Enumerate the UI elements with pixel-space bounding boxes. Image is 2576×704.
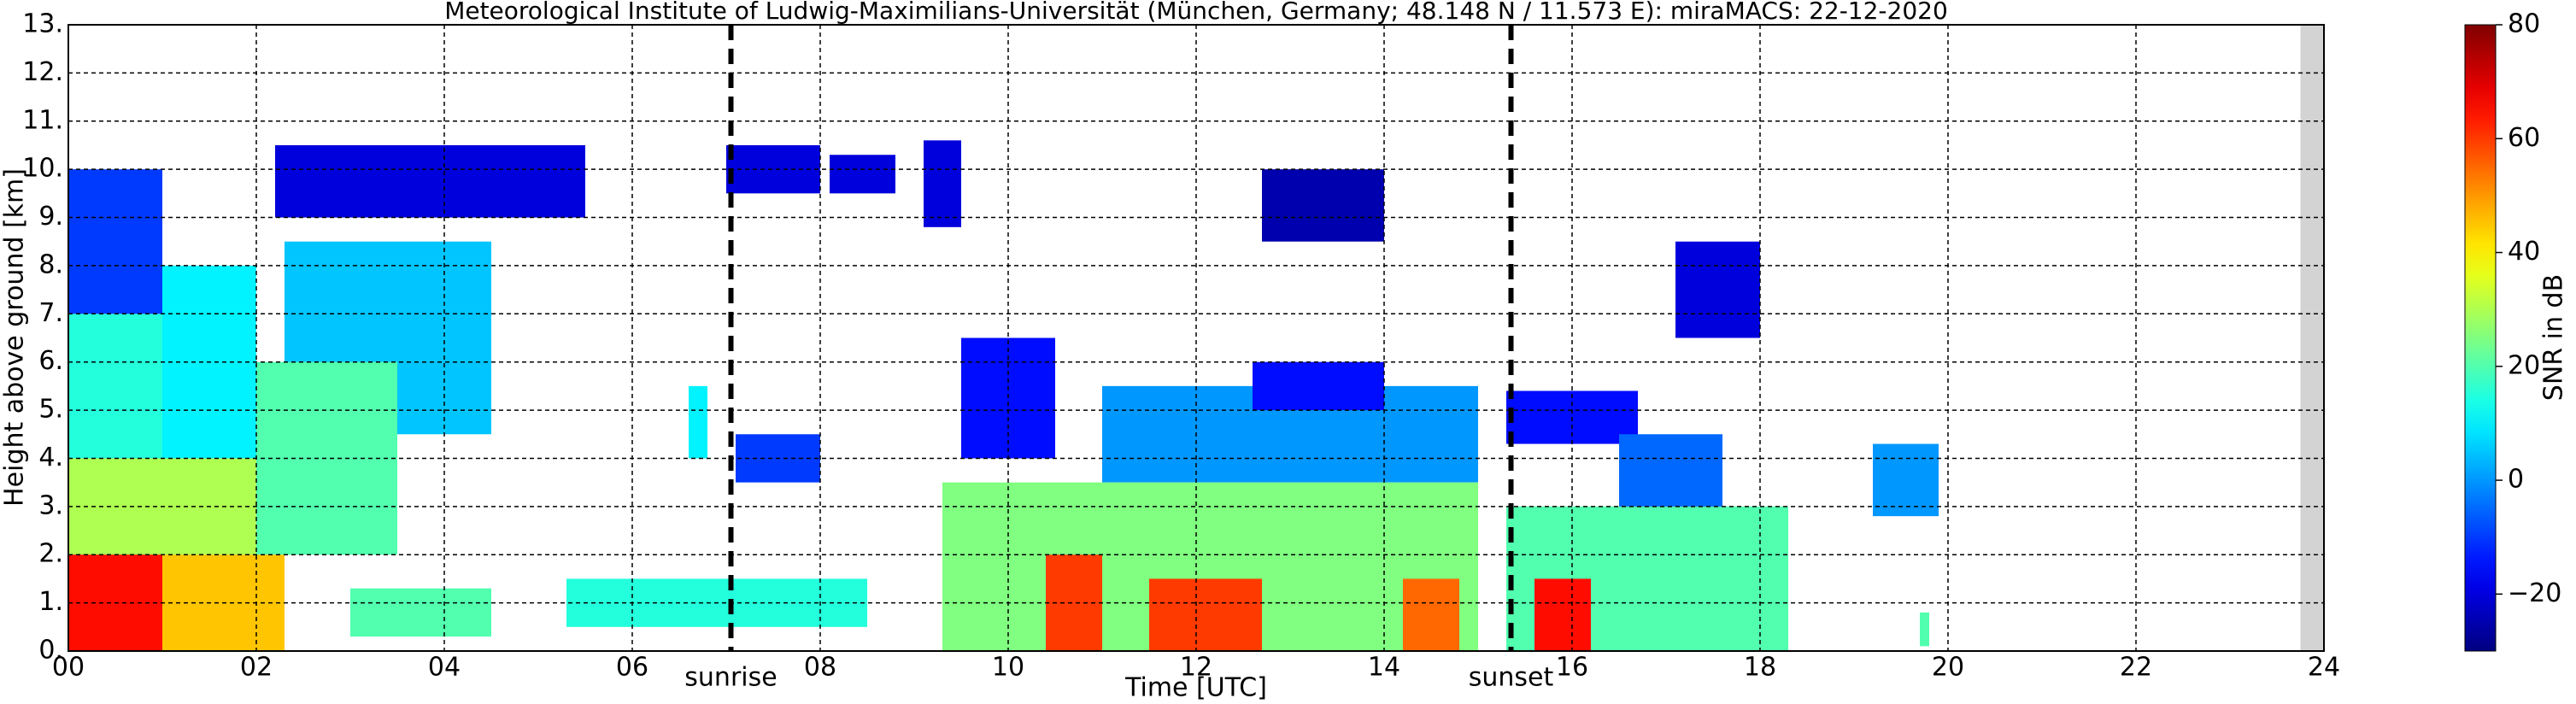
y-tick-label: 13. — [22, 9, 63, 39]
x-tick-label: 06 — [616, 653, 648, 683]
y-tick-label: 7. — [38, 298, 63, 328]
y-tick-label: 4. — [38, 443, 63, 472]
chart-title: Meteorological Institute of Ludwig-Maxim… — [444, 0, 1948, 25]
echo-cell — [1262, 169, 1384, 242]
marker-label: sunset — [1469, 663, 1554, 693]
echo-cell — [1873, 443, 1939, 517]
y-tick-label: 6. — [38, 346, 63, 376]
x-tick-label: 08 — [804, 653, 836, 683]
x-tick-label: 14 — [1368, 653, 1400, 683]
plot-frame — [67, 24, 2325, 652]
echo-cell — [689, 385, 707, 459]
y-tick-label: 5. — [38, 395, 63, 425]
no-data-region — [2300, 25, 2324, 651]
colorbar-tick-label: 20 — [2508, 350, 2540, 380]
x-tick-label: 16 — [1556, 653, 1588, 683]
marker-label: sunrise — [684, 663, 777, 693]
colorbar-tick-label: 40 — [2508, 237, 2540, 267]
y-tick-label: 0. — [38, 636, 63, 666]
echo-cell — [1149, 578, 1262, 651]
x-tick-label: 10 — [992, 653, 1024, 683]
y-tick-label: 2. — [38, 539, 63, 569]
echo-cell — [924, 140, 961, 227]
y-tick-label: 12. — [22, 57, 63, 87]
echo-cell — [1253, 361, 1384, 411]
x-tick-label: 20 — [1932, 653, 1964, 683]
y-tick-label: 10. — [22, 154, 63, 184]
y-tick-label: 3. — [38, 490, 63, 520]
echo-cell — [1403, 578, 1459, 651]
x-tick-label: 22 — [2120, 653, 2152, 683]
colorbar-label: SNR in dB — [2539, 274, 2569, 401]
echo-cell — [726, 144, 820, 194]
x-tick-label: 18 — [1744, 653, 1776, 683]
y-tick-label: 8. — [38, 249, 63, 279]
echo-cell — [275, 144, 585, 218]
colorbar-tick-label: 60 — [2508, 123, 2540, 153]
y-axis-label: Height above ground [km] — [0, 168, 30, 507]
echo-cell — [1920, 612, 1929, 647]
echo-cell — [1675, 241, 1760, 338]
echo-cell — [68, 169, 162, 314]
y-tick-label: 9. — [38, 202, 63, 232]
x-axis-label: Time [UTC] — [1124, 673, 1267, 703]
echo-cell — [350, 588, 491, 637]
y-tick-label: 1. — [38, 587, 63, 617]
x-tick-label: 02 — [240, 653, 273, 683]
colorbar — [2464, 24, 2497, 652]
x-tick-label: 12 — [1180, 653, 1212, 683]
colorbar-tick-label: −20 — [2508, 578, 2561, 608]
colorbar-tick-label: 80 — [2508, 9, 2540, 39]
x-tick-label: 00 — [52, 653, 85, 683]
echo-cell — [1534, 578, 1591, 651]
y-tick-label: 11. — [22, 105, 63, 135]
x-tick-label: 04 — [428, 653, 461, 683]
echo-cell — [1619, 434, 1722, 507]
colorbar-tick-label: 0 — [2508, 465, 2524, 495]
echo-cell — [830, 155, 895, 194]
x-tick-label: 24 — [2308, 653, 2340, 683]
